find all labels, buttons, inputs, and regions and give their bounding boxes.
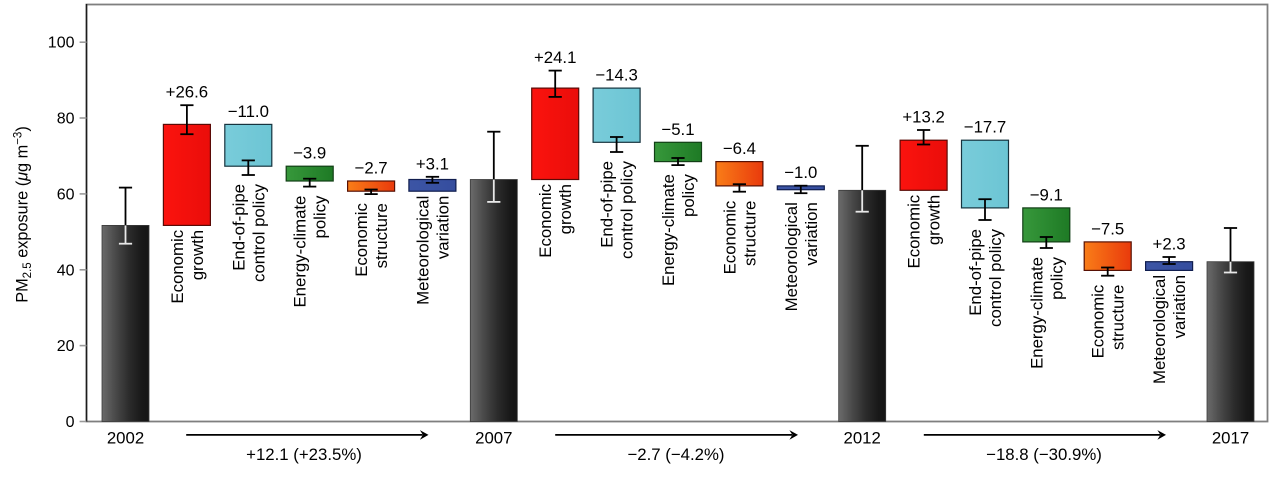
- svg-text:0: 0: [66, 414, 75, 431]
- svg-text:+2.3: +2.3: [1153, 235, 1186, 254]
- svg-text:−11.0: −11.0: [228, 102, 269, 121]
- svg-text:structure: structure: [1109, 285, 1128, 350]
- svg-text:growth: growth: [925, 195, 944, 245]
- svg-text:−9.1: −9.1: [1030, 185, 1063, 204]
- svg-text:control policy: control policy: [249, 183, 268, 282]
- svg-text:−6.4: −6.4: [723, 139, 756, 158]
- svg-text:+13.2: +13.2: [902, 108, 944, 127]
- svg-text:−7.5: −7.5: [1091, 219, 1124, 238]
- svg-text:−17.7: −17.7: [964, 118, 1006, 137]
- svg-text:Energy-climate: Energy-climate: [1027, 257, 1046, 369]
- svg-text:policy: policy: [311, 195, 330, 239]
- svg-text:structure: structure: [740, 201, 759, 266]
- svg-text:Meteorological: Meteorological: [413, 196, 432, 305]
- svg-text:20: 20: [57, 338, 75, 355]
- svg-text:−5.1: −5.1: [661, 120, 694, 139]
- svg-text:Economic: Economic: [720, 201, 739, 275]
- svg-text:End-of-pipe: End-of-pipe: [966, 229, 985, 316]
- svg-text:growth: growth: [556, 184, 575, 234]
- svg-text:2017: 2017: [1212, 429, 1249, 448]
- svg-text:variation: variation: [1170, 275, 1189, 338]
- svg-text:2002: 2002: [107, 429, 144, 448]
- svg-text:Meteorological: Meteorological: [782, 202, 801, 311]
- svg-text:Economic: Economic: [352, 203, 371, 277]
- svg-text:Meteorological: Meteorological: [1150, 275, 1169, 384]
- svg-text:−18.8 (−30.9%): −18.8 (−30.9%): [986, 445, 1102, 464]
- svg-text:policy: policy: [679, 173, 698, 217]
- svg-text:Economic: Economic: [905, 195, 924, 269]
- svg-text:40: 40: [57, 262, 75, 279]
- svg-text:control policy: control policy: [618, 160, 637, 259]
- svg-text:2007: 2007: [475, 429, 512, 448]
- svg-text:policy: policy: [1047, 256, 1066, 300]
- svg-text:PM2.5 exposure (μg m−3): PM2.5 exposure (μg m−3): [13, 126, 35, 303]
- svg-text:−3.9: −3.9: [293, 144, 326, 163]
- svg-text:60: 60: [57, 186, 75, 203]
- svg-text:100: 100: [48, 35, 75, 52]
- svg-text:variation: variation: [433, 196, 452, 259]
- svg-text:End-of-pipe: End-of-pipe: [598, 161, 617, 248]
- svg-text:−14.3: −14.3: [595, 66, 637, 85]
- svg-text:structure: structure: [372, 203, 391, 268]
- svg-text:+26.6: +26.6: [166, 83, 208, 102]
- svg-text:growth: growth: [188, 230, 207, 280]
- svg-text:variation: variation: [802, 202, 821, 265]
- svg-text:+12.1 (+23.5%): +12.1 (+23.5%): [246, 445, 362, 464]
- svg-text:control policy: control policy: [986, 228, 1005, 327]
- svg-text:+3.1: +3.1: [416, 154, 449, 173]
- svg-text:2012: 2012: [844, 429, 881, 448]
- svg-text:−1.0: −1.0: [784, 163, 817, 182]
- svg-text:End-of-pipe: End-of-pipe: [229, 184, 248, 271]
- svg-text:−2.7: −2.7: [355, 159, 388, 178]
- svg-text:−2.7 (−4.2%): −2.7 (−4.2%): [627, 445, 724, 464]
- svg-text:Economic: Economic: [1089, 285, 1108, 359]
- svg-text:Energy-climate: Energy-climate: [659, 174, 678, 286]
- svg-text:Economic: Economic: [536, 184, 555, 258]
- svg-text:Energy-climate: Energy-climate: [291, 196, 310, 308]
- svg-text:+24.1: +24.1: [534, 48, 576, 67]
- svg-text:80: 80: [57, 111, 75, 128]
- svg-text:Economic: Economic: [168, 230, 187, 304]
